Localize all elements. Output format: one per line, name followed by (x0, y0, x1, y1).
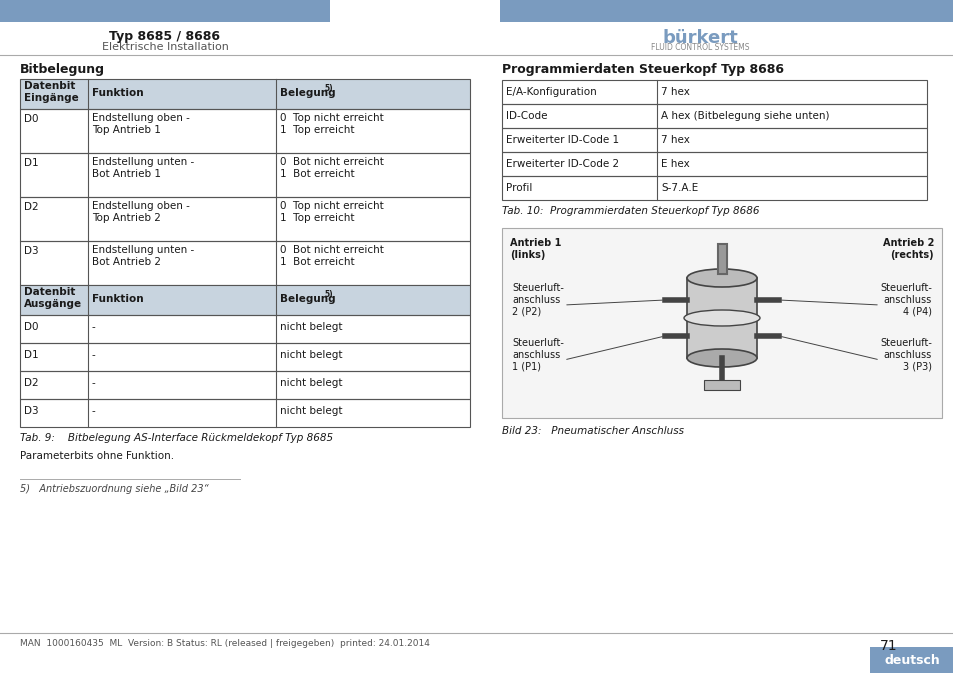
Bar (20, 315, 470, 343)
Text: ID-Code: ID-Code (505, 111, 547, 121)
Text: Bild 23:   Pneumatischer Anschluss: Bild 23: Pneumatischer Anschluss (501, 426, 683, 436)
Ellipse shape (686, 269, 757, 287)
Text: Endstellung oben -
Top Antrieb 1: Endstellung oben - Top Antrieb 1 (91, 113, 190, 135)
Text: Antrieb 2
(rechts): Antrieb 2 (rechts) (882, 238, 933, 260)
Text: A hex (Bitbelegung siehe unten): A hex (Bitbelegung siehe unten) (660, 111, 828, 121)
Text: Tab. 9:    Bitbelegung AS-Interface Rückmeldekopf Typ 8685: Tab. 9: Bitbelegung AS-Interface Rückmel… (20, 433, 333, 443)
Text: D2: D2 (24, 202, 38, 212)
Bar (20, 241, 470, 285)
Bar (20, 343, 470, 371)
Text: 0  Bot nicht erreicht
1  Bot erreicht: 0 Bot nicht erreicht 1 Bot erreicht (280, 157, 383, 178)
Text: nicht belegt: nicht belegt (280, 350, 342, 360)
Text: -: - (91, 378, 95, 388)
Text: D0: D0 (24, 114, 38, 124)
Text: -: - (91, 350, 95, 360)
Text: deutsch: deutsch (883, 653, 939, 666)
Text: Elektrische Installation: Elektrische Installation (101, 42, 228, 52)
Text: bürkert: bürkert (661, 29, 737, 47)
Text: nicht belegt: nicht belegt (280, 378, 342, 388)
Text: -: - (91, 406, 95, 416)
Text: D2: D2 (24, 378, 38, 388)
Text: 5): 5) (324, 84, 333, 93)
Text: Endstellung oben -
Top Antrieb 2: Endstellung oben - Top Antrieb 2 (91, 201, 190, 223)
Text: Belegung: Belegung (280, 88, 335, 98)
Bar (501, 152, 926, 176)
Text: Bitbelegung: Bitbelegung (20, 63, 105, 76)
Text: nicht belegt: nicht belegt (280, 322, 342, 332)
Text: Antrieb 1
(links): Antrieb 1 (links) (510, 238, 560, 260)
Text: Steuerluft-
anschluss
3 (P3): Steuerluft- anschluss 3 (P3) (880, 338, 931, 371)
Text: 0  Top nicht erreicht
1  Top erreicht: 0 Top nicht erreicht 1 Top erreicht (280, 201, 383, 223)
Text: Tab. 10:  Programmierdaten Steuerkopf Typ 8686: Tab. 10: Programmierdaten Steuerkopf Typ… (501, 206, 759, 216)
Ellipse shape (686, 349, 757, 367)
Bar (20, 79, 470, 109)
Bar (499, 0, 953, 22)
Bar (501, 228, 941, 418)
Text: Erweiterter ID-Code 2: Erweiterter ID-Code 2 (505, 159, 618, 169)
Text: D1: D1 (24, 158, 38, 168)
Text: Programmierdaten Steuerkopf Typ 8686: Programmierdaten Steuerkopf Typ 8686 (501, 63, 783, 76)
Text: Funktion: Funktion (91, 294, 144, 304)
Text: Profil: Profil (505, 183, 532, 193)
Bar (501, 128, 926, 152)
Bar (869, 647, 953, 673)
Bar (20, 109, 470, 153)
Bar (501, 80, 926, 104)
Text: Steuerluft-
anschluss
1 (P1): Steuerluft- anschluss 1 (P1) (512, 338, 563, 371)
Text: Datenbit
Eingänge: Datenbit Eingänge (24, 81, 79, 102)
Bar (20, 371, 470, 399)
Text: Belegung: Belegung (280, 294, 335, 304)
Text: D3: D3 (24, 406, 38, 416)
Text: Typ 8685 / 8686: Typ 8685 / 8686 (110, 30, 220, 43)
Text: -: - (91, 322, 95, 332)
Text: FLUID CONTROL SYSTEMS: FLUID CONTROL SYSTEMS (650, 43, 748, 52)
Text: Endstellung unten -
Bot Antrieb 2: Endstellung unten - Bot Antrieb 2 (91, 245, 194, 267)
Bar (501, 176, 926, 200)
Text: 7 hex: 7 hex (660, 135, 689, 145)
Text: 71: 71 (879, 639, 897, 653)
Ellipse shape (683, 310, 760, 326)
Bar (686, 278, 757, 358)
Text: E hex: E hex (660, 159, 689, 169)
Bar (20, 197, 470, 241)
Text: 5): 5) (324, 290, 333, 299)
Text: Funktion: Funktion (91, 88, 144, 98)
Text: MAN  1000160435  ML  Version: B Status: RL (released | freigegeben)  printed: 24: MAN 1000160435 ML Version: B Status: RL … (20, 639, 430, 648)
Text: 5)   Antriebszuordnung siehe „Bild 23“: 5) Antriebszuordnung siehe „Bild 23“ (20, 484, 209, 494)
Text: Parameterbits ohne Funktion.: Parameterbits ohne Funktion. (20, 451, 174, 461)
Text: Steuerluft-
anschluss
4 (P4): Steuerluft- anschluss 4 (P4) (880, 283, 931, 316)
Text: Erweiterter ID-Code 1: Erweiterter ID-Code 1 (505, 135, 618, 145)
Bar (20, 153, 470, 197)
Text: D3: D3 (24, 246, 38, 256)
Text: 0  Bot nicht erreicht
1  Bot erreicht: 0 Bot nicht erreicht 1 Bot erreicht (280, 245, 383, 267)
Bar (20, 399, 470, 427)
Text: E/A-Konfiguration: E/A-Konfiguration (505, 87, 597, 97)
Bar (20, 285, 470, 315)
Text: 7 hex: 7 hex (660, 87, 689, 97)
Text: nicht belegt: nicht belegt (280, 406, 342, 416)
Bar (501, 104, 926, 128)
Text: S-7.A.E: S-7.A.E (660, 183, 698, 193)
Bar (703, 380, 740, 390)
Text: Datenbit
Ausgänge: Datenbit Ausgänge (24, 287, 82, 309)
Bar (0, 0, 330, 22)
Text: Steuerluft-
anschluss
2 (P2): Steuerluft- anschluss 2 (P2) (512, 283, 563, 316)
Text: Endstellung unten -
Bot Antrieb 1: Endstellung unten - Bot Antrieb 1 (91, 157, 194, 178)
Text: 0  Top nicht erreicht
1  Top erreicht: 0 Top nicht erreicht 1 Top erreicht (280, 113, 383, 135)
Text: D0: D0 (24, 322, 38, 332)
Text: D1: D1 (24, 350, 38, 360)
